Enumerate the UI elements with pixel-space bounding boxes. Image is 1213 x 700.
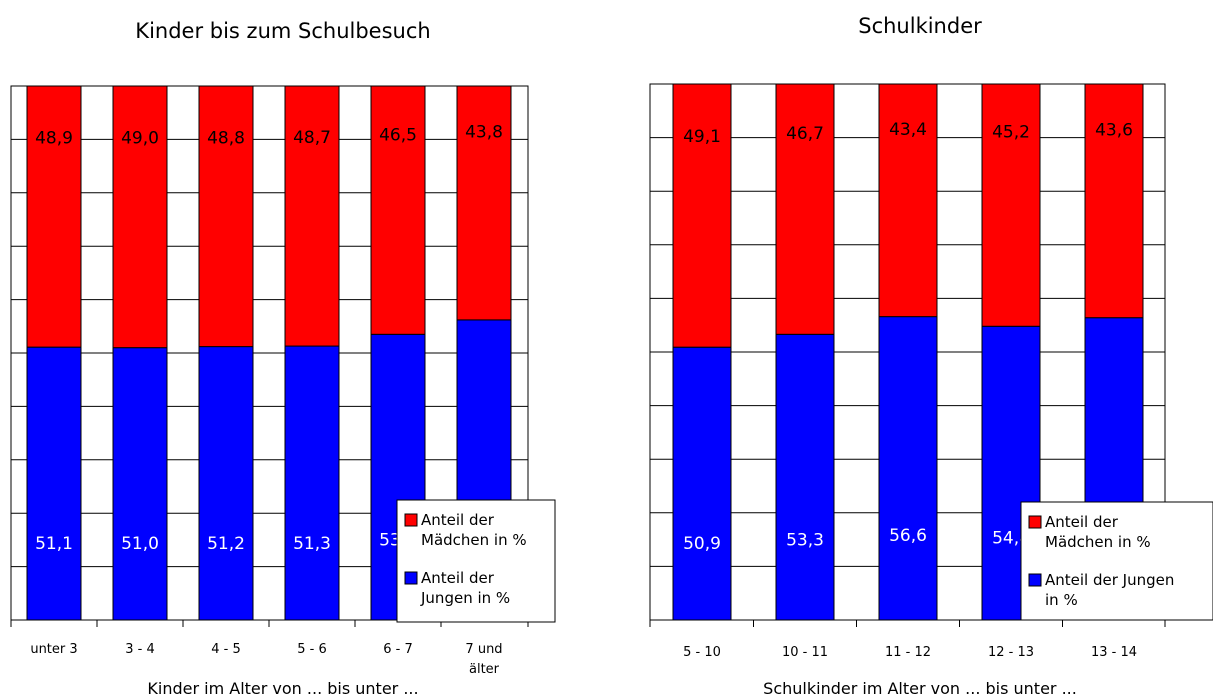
legend-swatch-girls bbox=[1028, 515, 1042, 529]
x-tick-label: 12 - 13 bbox=[988, 645, 1034, 660]
legend-box bbox=[396, 499, 556, 623]
x-tick-label: 3 - 4 bbox=[125, 642, 155, 657]
bar-girls bbox=[284, 85, 340, 347]
bar-girls bbox=[878, 83, 938, 318]
x-tick-label: 13 - 14 bbox=[1091, 645, 1137, 660]
legend-label: Jungen in % bbox=[420, 589, 510, 607]
data-label-girls: 43,8 bbox=[465, 122, 503, 142]
data-label-boys: 51,3 bbox=[293, 534, 331, 554]
data-label-girls: 46,7 bbox=[786, 124, 824, 144]
legend: Anteil der Mädchen in % Anteil der Jungen i… bbox=[396, 499, 556, 623]
x-tick-label: 11 - 12 bbox=[885, 645, 931, 660]
x-tick-label: 5 - 6 bbox=[297, 642, 327, 657]
legend-label: Anteil der bbox=[421, 569, 495, 587]
bar-boys bbox=[878, 316, 938, 621]
legend-label: in % bbox=[1045, 591, 1078, 609]
data-label-girls: 46,5 bbox=[379, 126, 417, 146]
x-tick-label: 5 - 10 bbox=[683, 645, 721, 660]
chart-title: Kinder bis zum Schulbesuch bbox=[135, 19, 430, 43]
x-tick-label: 7 und bbox=[465, 642, 502, 657]
data-label-girls: 49,1 bbox=[683, 127, 721, 147]
data-label-girls: 49,0 bbox=[121, 129, 159, 149]
data-label-boys: 50,9 bbox=[683, 534, 721, 554]
data-label-girls: 43,4 bbox=[889, 120, 927, 140]
bar-boys bbox=[284, 345, 340, 621]
bar-boys bbox=[672, 346, 732, 621]
data-label-boys: 56,6 bbox=[889, 526, 927, 546]
legend-swatch-girls bbox=[404, 513, 418, 527]
chart-2: Schulkinder 50,9 49,1 5 - 10 53,3 46,7 10 - 11… bbox=[649, 14, 1213, 698]
chart-title: Schulkinder bbox=[858, 14, 982, 38]
data-label-boys: 51,2 bbox=[207, 534, 245, 554]
x-tick-label: 6 - 7 bbox=[383, 642, 413, 657]
data-label-girls: 45,2 bbox=[992, 122, 1030, 142]
legend-label: Anteil der bbox=[1045, 513, 1119, 531]
chart-1: Kinder bis zum Schulbesuch 51,1 48,9 unter … bbox=[10, 19, 556, 698]
bar-girls bbox=[26, 85, 82, 348]
data-label-boys: 51,0 bbox=[121, 534, 159, 554]
bar-boys bbox=[26, 346, 82, 621]
x-tick-label: 10 - 11 bbox=[782, 645, 828, 660]
bar-boys bbox=[775, 333, 835, 621]
bar-girls bbox=[981, 83, 1041, 327]
legend-label: Anteil der Jungen bbox=[1045, 571, 1174, 589]
legend-label: Mädchen in % bbox=[421, 531, 527, 549]
x-axis-title: Kinder im Alter von ... bis unter ... bbox=[147, 679, 418, 698]
legend-swatch-boys bbox=[1028, 573, 1042, 587]
data-label-girls: 48,9 bbox=[35, 128, 73, 148]
bar-boys bbox=[198, 346, 254, 621]
data-label-girls: 43,6 bbox=[1095, 120, 1133, 140]
bar-girls bbox=[198, 85, 254, 348]
bar-boys bbox=[112, 347, 168, 621]
data-label-boys: 53,3 bbox=[786, 531, 824, 551]
data-label-girls: 48,7 bbox=[293, 128, 331, 148]
bar-girls bbox=[1084, 83, 1144, 319]
x-tick-label: 4 - 5 bbox=[211, 642, 241, 657]
bar-girls bbox=[370, 85, 426, 335]
legend-label: Mädchen in % bbox=[1045, 533, 1151, 551]
data-label-boys: 51,1 bbox=[35, 534, 73, 554]
legend-label: Anteil der bbox=[421, 511, 495, 529]
data-label-girls: 48,8 bbox=[207, 128, 245, 148]
bar-girls bbox=[672, 83, 732, 348]
x-tick-label: älter bbox=[469, 662, 500, 677]
legend-box bbox=[1020, 501, 1213, 621]
data-label-boys: 54,8 bbox=[992, 529, 1030, 549]
x-axis-title: Schulkinder im Alter von ... bis unter .… bbox=[763, 679, 1077, 698]
bar-girls bbox=[456, 85, 512, 321]
legend-swatch-boys bbox=[404, 571, 418, 585]
bar-girls bbox=[112, 85, 168, 349]
legend: Anteil der Mädchen in % Anteil der Jungen i… bbox=[1020, 501, 1213, 621]
x-tick-label: unter 3 bbox=[30, 642, 77, 657]
bar-girls bbox=[775, 83, 835, 335]
